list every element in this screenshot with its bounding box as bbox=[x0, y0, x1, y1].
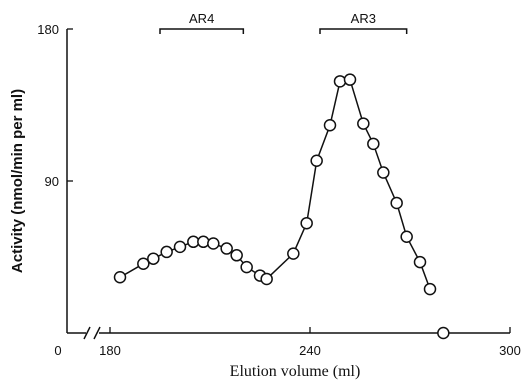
bracket bbox=[319, 28, 408, 34]
data-point bbox=[287, 247, 300, 260]
data-point bbox=[113, 271, 127, 284]
data-point bbox=[323, 119, 337, 132]
data-point bbox=[240, 260, 253, 274]
data-point bbox=[400, 230, 413, 243]
bracket-label: AR4 bbox=[189, 11, 214, 26]
x-tick-label: 300 bbox=[499, 343, 521, 358]
axes bbox=[66, 29, 510, 340]
x-tick-label: 240 bbox=[299, 343, 321, 358]
data-point bbox=[423, 282, 437, 296]
data-point bbox=[147, 252, 160, 265]
origin-label: 0 bbox=[54, 343, 61, 358]
y-axis-title: Activity (nmol/min per ml) bbox=[9, 89, 26, 273]
axis-break-mark bbox=[83, 326, 91, 340]
data-point bbox=[343, 73, 357, 86]
axis-break-mark bbox=[93, 326, 101, 340]
brackets: AR4 AR3 bbox=[159, 11, 408, 34]
data-point bbox=[197, 235, 210, 249]
data-point bbox=[230, 249, 243, 262]
data-point bbox=[413, 255, 427, 269]
bracket-label: AR3 bbox=[351, 11, 376, 26]
data-point bbox=[310, 154, 323, 167]
data-point bbox=[160, 245, 173, 259]
y-tick-label: 90 bbox=[45, 174, 59, 189]
x-tick-label: 180 bbox=[99, 343, 121, 358]
data-point bbox=[137, 257, 150, 271]
data-point bbox=[173, 240, 187, 254]
data-point bbox=[390, 196, 403, 210]
data-point bbox=[220, 242, 233, 255]
data-point bbox=[377, 166, 390, 179]
y-tick-label: 180 bbox=[37, 22, 59, 37]
data-point bbox=[357, 117, 370, 130]
data-point bbox=[367, 137, 380, 151]
data-point bbox=[437, 326, 450, 340]
x-axis-title: Elution volume (ml) bbox=[230, 363, 361, 380]
series bbox=[113, 73, 450, 340]
data-point bbox=[333, 75, 347, 88]
series-line bbox=[292, 78, 431, 290]
data-point bbox=[207, 237, 220, 250]
data-point bbox=[260, 272, 273, 286]
data-point bbox=[300, 216, 313, 230]
bracket bbox=[159, 28, 245, 34]
ticks: 0 180 240 300 90 180 bbox=[37, 22, 521, 358]
